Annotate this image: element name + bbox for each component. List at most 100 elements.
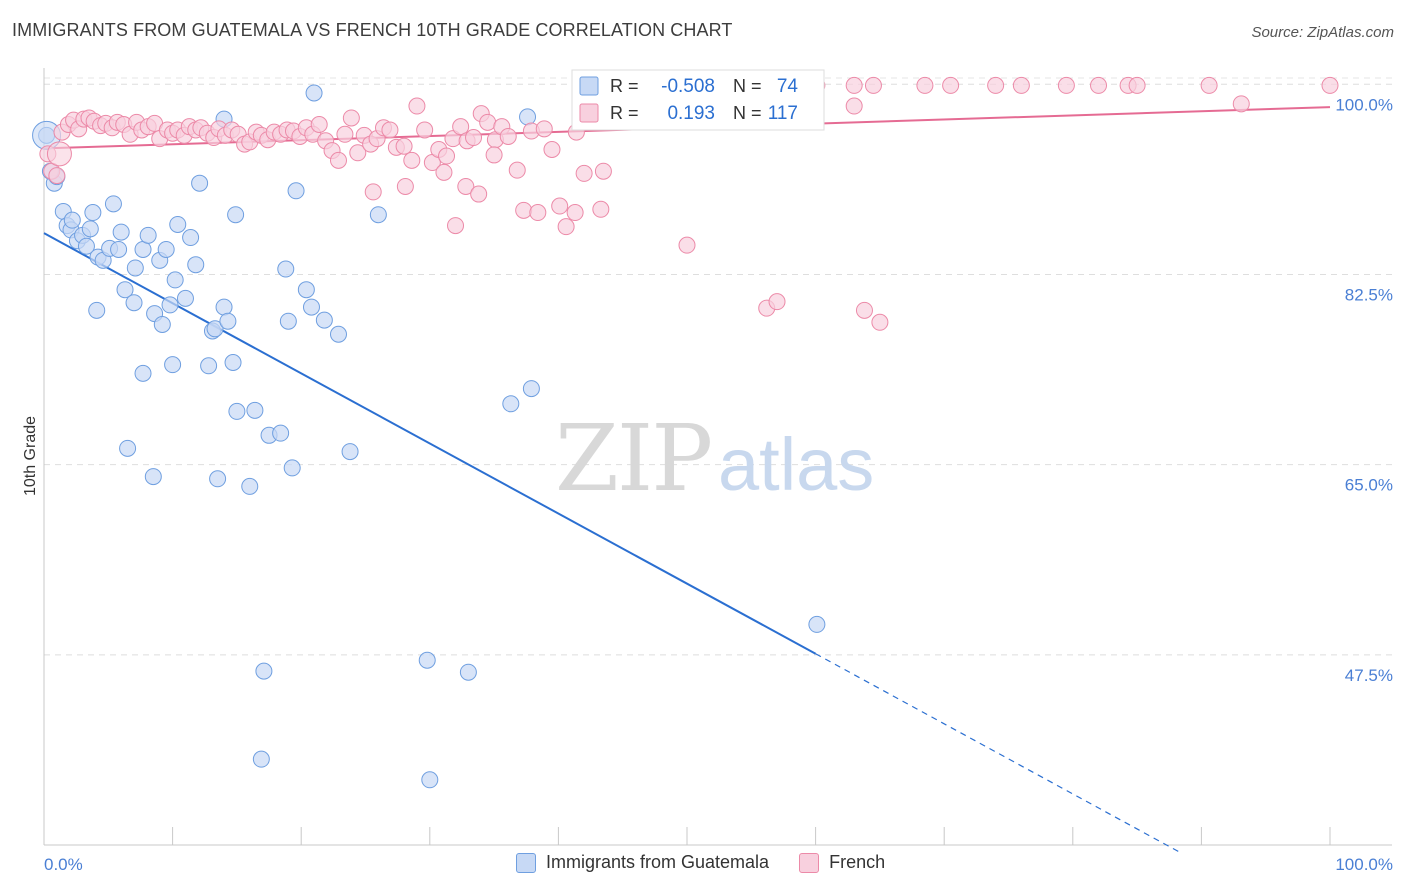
tick-labels: 47.5% 65.0% 82.5% 100.0% 0.0% 100.0%: [44, 95, 1393, 874]
point-french: [592, 200, 610, 218]
point-french: [447, 217, 465, 235]
point-french: [342, 109, 360, 127]
point-guatemala: [153, 315, 171, 333]
point-guatemala: [63, 211, 81, 229]
point-guatemala: [502, 395, 520, 413]
series-guatemala-points: [32, 84, 826, 789]
point-guatemala: [224, 353, 242, 371]
point-guatemala: [112, 223, 130, 241]
watermark: ZIP atlas: [555, 405, 874, 512]
point-french: [515, 201, 533, 219]
y-tick-label: 47.5%: [1345, 666, 1393, 685]
point-guatemala: [522, 380, 540, 398]
point-guatemala: [139, 226, 157, 244]
series-french-points: [39, 76, 1339, 331]
point-french: [329, 151, 347, 169]
point-french: [551, 197, 569, 215]
point-guatemala: [255, 662, 273, 680]
point-guatemala: [116, 281, 134, 299]
legend: Immigrants from Guatemala French: [516, 852, 885, 873]
point-french: [1057, 76, 1075, 94]
point-french-cluster: [46, 141, 72, 167]
point-guatemala: [84, 204, 102, 222]
x-tick-label-max: 100.0%: [1335, 855, 1393, 874]
y-tick-label: 82.5%: [1345, 285, 1393, 304]
stats-r-label-1: R =: [610, 76, 639, 96]
point-french: [535, 120, 553, 138]
point-french: [470, 185, 488, 203]
point-guatemala: [110, 240, 128, 258]
point-guatemala: [329, 325, 347, 343]
point-french: [408, 97, 426, 115]
point-guatemala: [215, 298, 233, 316]
stats-swatch-guatemala: [579, 76, 599, 96]
point-french: [310, 116, 328, 134]
point-guatemala: [241, 477, 259, 495]
point-french: [1128, 76, 1146, 94]
point-french: [916, 76, 934, 94]
y-tick-label: 100.0%: [1335, 95, 1393, 114]
point-french: [1090, 76, 1108, 94]
point-guatemala: [134, 240, 152, 258]
point-guatemala: [228, 402, 246, 420]
legend-swatch-french: [799, 852, 820, 873]
point-guatemala: [134, 364, 152, 382]
point-french: [465, 129, 483, 147]
legend-label-french: French: [829, 852, 886, 872]
stats-n-value-1: 74: [777, 76, 799, 97]
point-french: [479, 113, 497, 131]
point-guatemala: [287, 182, 305, 200]
stats-box: R = -0.508 N = 74 R = 0.193 N = 117: [571, 69, 825, 131]
watermark-atlas: atlas: [718, 423, 874, 506]
point-french: [942, 76, 960, 94]
point-french: [543, 141, 561, 159]
point-french: [395, 137, 413, 155]
legend-label-guatemala: Immigrants from Guatemala: [546, 852, 770, 872]
point-guatemala: [161, 296, 179, 314]
point-guatemala: [246, 401, 264, 419]
x-tick-label-min: 0.0%: [44, 855, 83, 874]
point-guatemala: [164, 356, 182, 374]
point-guatemala: [283, 459, 301, 477]
point-french: [499, 127, 517, 145]
point-french: [438, 147, 456, 165]
stats-n-label-2: N =: [733, 103, 762, 123]
point-guatemala: [227, 206, 245, 224]
point-french: [1232, 95, 1250, 113]
point-french: [845, 76, 863, 94]
point-french: [864, 76, 882, 94]
chart-title: IMMIGRANTS FROM GUATEMALA VS FRENCH 10TH…: [12, 20, 733, 40]
point-french: [435, 163, 453, 181]
watermark-zip: ZIP: [555, 405, 711, 512]
point-french: [396, 177, 414, 195]
point-french: [336, 125, 354, 143]
point-guatemala: [77, 237, 95, 255]
point-french: [381, 121, 399, 139]
point-guatemala: [219, 312, 237, 330]
point-guatemala: [418, 651, 436, 669]
point-guatemala: [459, 663, 477, 681]
y-tick-label: 65.0%: [1345, 476, 1393, 495]
point-guatemala: [157, 240, 175, 258]
point-guatemala: [176, 289, 194, 307]
point-guatemala: [315, 311, 333, 329]
stats-n-label-1: N =: [733, 76, 762, 96]
y-axis-label: 10th Grade: [22, 416, 39, 496]
point-guatemala: [297, 281, 315, 299]
point-guatemala: [191, 174, 209, 192]
point-guatemala: [369, 206, 387, 224]
point-guatemala: [126, 259, 144, 277]
source-label: Source: ZipAtlas.com: [1251, 24, 1394, 41]
point-guatemala: [272, 424, 290, 442]
point-french: [594, 162, 612, 180]
stats-swatch-french: [579, 103, 599, 123]
point-french: [557, 218, 575, 236]
point-french: [48, 167, 66, 185]
point-french: [416, 121, 434, 139]
point-guatemala: [305, 84, 323, 102]
point-guatemala: [808, 615, 826, 633]
point-french: [508, 161, 526, 179]
point-guatemala: [169, 215, 187, 233]
grid: [44, 77, 1392, 656]
point-guatemala: [187, 256, 205, 274]
